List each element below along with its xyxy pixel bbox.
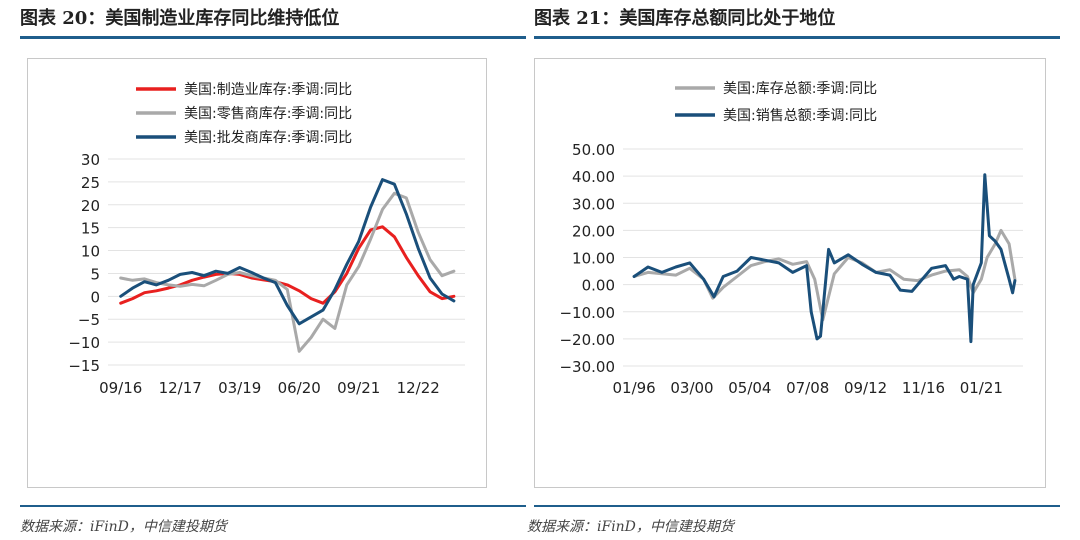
left-y-tick-label: −15 (68, 357, 100, 375)
left-y-tick-label: 5 (90, 265, 100, 283)
right-series-line-2 (632, 173, 1017, 344)
left-x-tick-label: 09/21 (337, 379, 380, 397)
right-chart-panel: 50.00 40.00 30.00 20.00 10.00 0.00 −10.00 −20.0… (534, 58, 1046, 488)
left-x-tick-label: 12/17 (159, 379, 202, 397)
right-figure-title: 图表 21：美国库存总额同比处于地位 (534, 8, 836, 29)
right-x-tick-label: 01/96 (612, 379, 655, 397)
right-y-tick-label: −10.00 (559, 304, 615, 322)
right-y-tick-label: 40.00 (572, 168, 615, 186)
left-x-tick-label: 06/20 (278, 379, 321, 397)
right-x-tick-label: 01/21 (960, 379, 1003, 397)
right-legend-label-2: 美国:销售总额:季调:同比 (723, 108, 877, 124)
right-y-tick-label: 30.00 (572, 195, 615, 213)
right-legend-label-1: 美国:库存总额:季调:同比 (723, 81, 877, 97)
left-source-note: 数据来源：iFinD，中信建投期货 (20, 519, 227, 535)
left-figure-title: 图表 20：美国制造业库存同比维持低位 (20, 8, 340, 29)
left-series-line-3 (119, 178, 456, 326)
left-y-tick-label: −5 (78, 311, 100, 329)
left-y-tick-label: 10 (81, 243, 100, 261)
right-x-tick-label: 09/12 (844, 379, 887, 397)
right-y-tick-label: 0.00 (582, 277, 615, 295)
left-y-tick-label: 25 (81, 174, 100, 192)
left-chart: 30 25 20 15 10 5 0 −5 −10 −15 09/16 12/17 03/19 06/20… (68, 82, 465, 397)
right-y-tick-label: −30.00 (559, 358, 615, 376)
left-series-line-2 (119, 191, 456, 353)
right-y-tick-label: 20.00 (572, 222, 615, 240)
left-y-tick-label: 20 (81, 197, 100, 215)
right-x-tick-label: 11/16 (902, 379, 945, 397)
left-legend-label-2: 美国:零售商库存:季调:同比 (184, 106, 352, 122)
right-chart: 50.00 40.00 30.00 20.00 10.00 0.00 −10.00 −20.0… (559, 81, 1023, 397)
right-y-tick-label: 10.00 (572, 250, 615, 268)
right-title-rule (534, 36, 1060, 39)
left-gridlines (108, 158, 465, 366)
right-bottom-rule (534, 505, 1060, 507)
left-x-tick-label: 12/22 (397, 379, 440, 397)
right-source-note: 数据来源：iFinD，中信建投期货 (527, 519, 734, 535)
left-y-tick-label: 0 (90, 288, 100, 306)
right-x-tick-label: 03/00 (670, 379, 713, 397)
left-legend-label-3: 美国:批发商库存:季调:同比 (184, 130, 352, 146)
left-series (119, 178, 456, 353)
left-legend-label-1: 美国:制造业库存:季调:同比 (184, 82, 352, 98)
left-axes: 30 25 20 15 10 5 0 −5 −10 −15 09/16 12/17 03/19 06/20… (68, 151, 439, 397)
left-x-tick-label: 09/16 (99, 379, 142, 397)
left-y-tick-label: 15 (81, 220, 100, 238)
right-x-tick-label: 05/04 (728, 379, 771, 397)
left-chart-panel: 30 25 20 15 10 5 0 −5 −10 −15 09/16 12/17 03/19 06/20… (27, 58, 487, 488)
right-y-tick-label: −20.00 (559, 331, 615, 349)
left-legend: 美国:制造业库存:季调:同比美国:零售商库存:季调:同比美国:批发商库存:季调:… (136, 82, 352, 146)
left-y-tick-label: 30 (81, 151, 100, 169)
right-y-tick-label: 50.00 (572, 141, 615, 159)
left-x-tick-label: 03/19 (218, 379, 261, 397)
left-title-rule (20, 36, 526, 39)
right-gridlines (623, 148, 1023, 367)
left-y-tick-label: −10 (68, 334, 100, 352)
right-axes: 50.00 40.00 30.00 20.00 10.00 0.00 −10.00 −20.0… (559, 141, 1002, 397)
right-series (632, 173, 1017, 344)
right-x-tick-label: 07/08 (786, 379, 829, 397)
left-bottom-rule (20, 505, 526, 507)
